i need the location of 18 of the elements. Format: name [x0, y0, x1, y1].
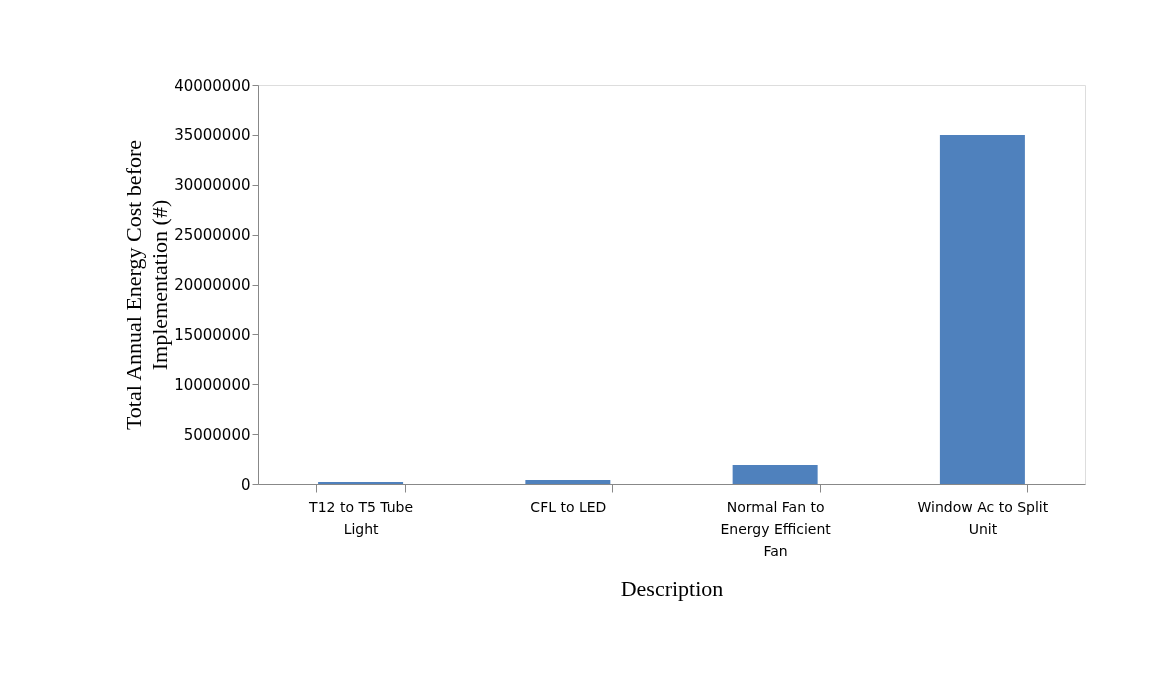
- y-tick-label: 15000000: [174, 325, 251, 344]
- y-axis-title: Total Annual Energy Cost before Implementation (#): [121, 139, 173, 431]
- y-tick-label: 40000000: [174, 76, 251, 95]
- x-tick-label: T12 to T5 Tube Light: [308, 498, 414, 537]
- y-tick-label: 30000000: [174, 176, 251, 195]
- bar: [939, 134, 1025, 484]
- y-tick-label: 25000000: [174, 226, 251, 245]
- y-tick-label: 20000000: [174, 276, 251, 294]
- y-tick-label: 5000000: [183, 425, 251, 444]
- x-tick-label: CFL to LED: [530, 498, 607, 515]
- bar: [732, 465, 818, 484]
- x-tick-label: Normal Fan to Energy Efficient Fan: [720, 498, 832, 559]
- x-axis-title: Description: [620, 575, 724, 601]
- y-tick-label: 35000000: [174, 126, 251, 145]
- y-tick-label: 10000000: [174, 375, 251, 394]
- y-tick-label: 0: [240, 475, 251, 494]
- x-tick-label: Window Ac to Split Unit: [917, 498, 1049, 537]
- bar: [525, 480, 611, 484]
